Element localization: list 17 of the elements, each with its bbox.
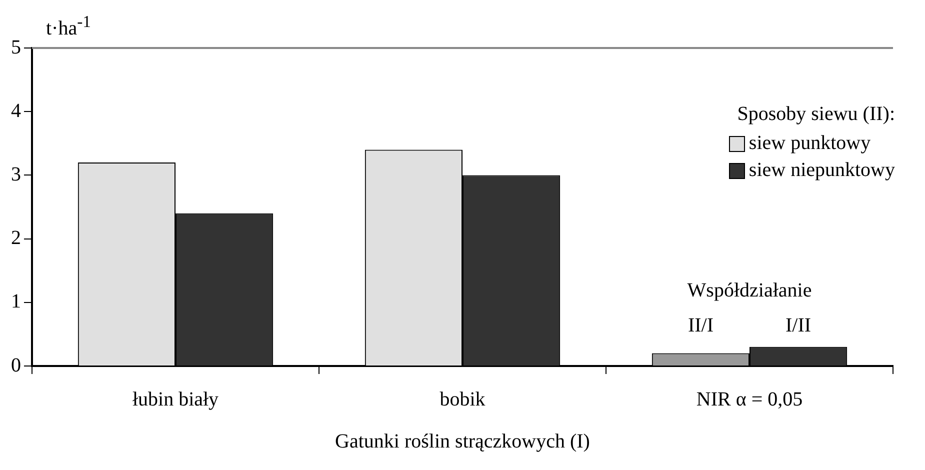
annotation: I/II bbox=[786, 314, 812, 336]
y-axis-title: t·ha$^{-1}$ bbox=[46, 12, 91, 41]
annotation: II/I bbox=[688, 314, 714, 336]
x-tick-label: łubin biały bbox=[132, 388, 219, 410]
x-tick-label: NIR α = 0,05 bbox=[696, 388, 803, 410]
y-tick-label: 4 bbox=[11, 100, 21, 122]
legend-title: Sposoby siewu (II): bbox=[736, 103, 895, 126]
legend-label: siew punktowy bbox=[748, 132, 871, 155]
x-axis-title: Gatunki roślin strączkowych (I) bbox=[335, 430, 590, 452]
legend-label: siew niepunktowy bbox=[748, 159, 895, 182]
y-tick-label: 1 bbox=[11, 290, 21, 313]
y-tick-label: 2 bbox=[11, 227, 21, 250]
y-tick-label: 3 bbox=[11, 163, 21, 186]
y-tick-label: 5 bbox=[11, 36, 21, 58]
annotation: Współdziałanie bbox=[687, 279, 812, 302]
y-tick-label: 0 bbox=[11, 354, 21, 376]
x-tick-label: bobik bbox=[440, 388, 486, 410]
